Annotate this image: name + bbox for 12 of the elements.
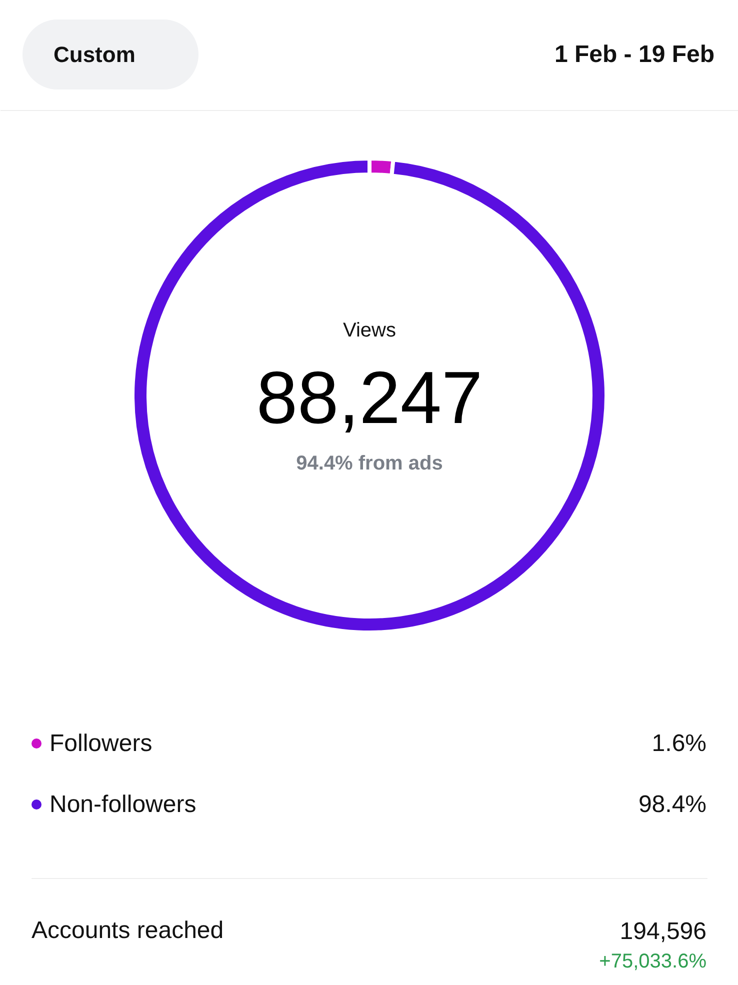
data-label: 98.4%	[638, 791, 707, 818]
legend-label: Followers	[50, 730, 152, 757]
text: Custom	[54, 42, 136, 67]
chart-subtitle: 1 Feb - 19 Feb	[554, 41, 715, 68]
text: Views	[343, 320, 396, 342]
text: 94.4% from ads	[296, 452, 443, 474]
text: +75,033.6%	[599, 950, 707, 972]
text: Accounts reached	[32, 917, 224, 944]
data-label: 1.6%	[652, 730, 706, 757]
text: 194,596	[620, 918, 707, 945]
legend-label: Non-followers	[50, 791, 196, 818]
text: 88,247	[256, 356, 483, 439]
